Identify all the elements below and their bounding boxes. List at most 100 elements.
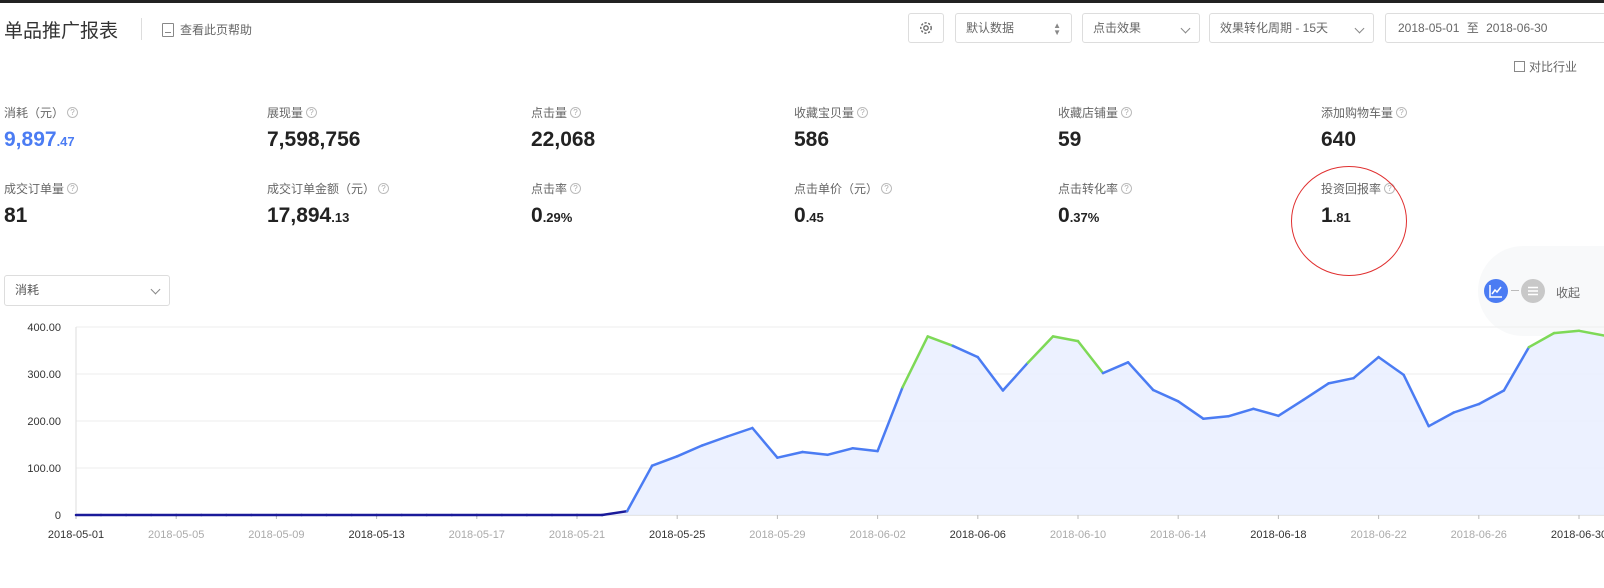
period-select-value: 效果转化周期 - 15天 <box>1220 21 1329 35</box>
series-line-segment <box>951 344 980 359</box>
chevron-down-icon <box>150 284 161 295</box>
help-icon[interactable]: ? <box>1121 107 1133 118</box>
annotation-circle <box>1291 166 1407 276</box>
metric-spend: 消耗（元）? 9,897.47 <box>4 104 79 152</box>
metric-label: 点击率 <box>531 182 568 196</box>
series-line-segment <box>851 447 879 453</box>
help-icon[interactable]: ? <box>857 107 869 118</box>
series-line-segment <box>1101 361 1130 375</box>
settings-button[interactable] <box>908 13 944 43</box>
date-range-picker[interactable]: 2018-05-01 至 2018-06-30 <box>1385 13 1604 43</box>
help-icon[interactable]: ? <box>67 107 79 118</box>
metric-label: 点击单价（元） <box>794 182 879 196</box>
help-icon[interactable]: ? <box>570 183 582 194</box>
chart-metric-value: 消耗 <box>15 283 40 297</box>
help-icon[interactable]: ? <box>1121 183 1133 194</box>
x-tick-label: 2018-06-10 <box>1050 529 1106 541</box>
sort-icon: ▲ ▼ <box>1053 21 1061 37</box>
metric-impressions: 展现量? 7,598,756 <box>267 104 360 152</box>
help-label: 查看此页帮助 <box>180 23 253 37</box>
collapse-link[interactable]: 收起 <box>1556 286 1581 300</box>
metric-value: 0 <box>794 204 806 227</box>
metric-label: 添加购物车量 <box>1321 106 1394 120</box>
metric-item-favorites: 收藏宝贝量? 586 <box>794 104 869 152</box>
metric-value: 0 <box>531 204 543 227</box>
x-tick-label: 2018-06-30 <box>1551 529 1604 541</box>
series-line-segment <box>1126 361 1155 392</box>
help-icon[interactable]: ? <box>570 107 582 118</box>
series-line-segment <box>1527 331 1556 349</box>
area-fill <box>76 330 1604 515</box>
series-line-segment <box>926 335 955 348</box>
help-icon[interactable]: ? <box>1396 107 1408 118</box>
series-line-segment <box>801 450 829 457</box>
series-line-segment <box>675 444 704 458</box>
help-icon[interactable]: ? <box>67 183 79 194</box>
view-switch-divider <box>1511 290 1519 291</box>
series-line-segment <box>1352 355 1380 380</box>
data-select-value: 默认数据 <box>966 21 1015 35</box>
x-tick-label: 2018-05-05 <box>148 529 204 541</box>
compare-industry-toggle[interactable]: 对比行业 <box>1514 58 1577 75</box>
help-icon[interactable]: ? <box>306 107 318 118</box>
metric-value: 22,068 <box>531 128 596 151</box>
metric-cpc: 点击单价（元）? 0.45 <box>794 180 893 228</box>
series-line-segment <box>1227 407 1255 418</box>
help-icon[interactable]: ? <box>881 183 893 194</box>
series-line-segment <box>1026 335 1055 364</box>
metric-decimal: .29% <box>542 210 573 225</box>
data-select[interactable]: 默认数据 ▲ ▼ <box>955 13 1072 43</box>
metric-add-to-cart: 添加购物车量? 640 <box>1321 104 1408 152</box>
x-tick-label: 2018-05-21 <box>549 529 605 541</box>
metric-value: 0 <box>1058 204 1070 227</box>
series-line-segment <box>1302 382 1330 402</box>
series-line-segment <box>1477 389 1506 406</box>
metric-decimal: .47 <box>56 134 75 149</box>
metric-decimal: .37% <box>1069 210 1100 225</box>
chevron-down-icon <box>1180 23 1191 34</box>
metric-shop-favorites: 收藏店铺量? 59 <box>1058 104 1133 152</box>
metric-label: 点击量 <box>531 106 568 120</box>
x-tick-label: 2018-06-02 <box>849 529 905 541</box>
chart-view-button[interactable] <box>1484 279 1508 303</box>
help-link[interactable]: 查看此页帮助 <box>162 21 252 38</box>
metric-conversion-rate: 点击转化率? 0.37% <box>1058 180 1133 228</box>
series-line-segment <box>1402 373 1430 428</box>
x-tick-label: 2018-06-18 <box>1250 529 1306 541</box>
metric-value: 9,897 <box>4 128 57 151</box>
series-line-segment <box>876 385 904 453</box>
x-tick-label: 2018-05-13 <box>348 529 404 541</box>
compare-checkbox[interactable] <box>1514 61 1525 72</box>
series-line-segment <box>1076 339 1105 375</box>
date-separator: 至 <box>1466 21 1479 35</box>
metric-value: 640 <box>1321 128 1357 151</box>
series-line-segment <box>726 426 754 438</box>
metric-label: 收藏店铺量 <box>1058 106 1119 120</box>
list-view-button[interactable] <box>1521 279 1545 303</box>
series-line-segment <box>1252 407 1280 418</box>
series-line-segment <box>776 450 804 459</box>
metric-ctr: 点击率? 0.29% <box>531 180 582 228</box>
top-border <box>0 0 1604 3</box>
period-select[interactable]: 效果转化周期 - 15天 <box>1209 13 1374 43</box>
chart-metric-select[interactable]: 消耗 <box>4 275 170 306</box>
series-line-segment <box>1176 400 1205 420</box>
series-line-segment <box>1151 388 1180 403</box>
chevron-down-icon <box>1354 23 1365 34</box>
metric-label: 展现量 <box>267 106 304 120</box>
page-title: 单品推广报表 <box>4 21 119 42</box>
metric-value: 81 <box>4 204 28 227</box>
effect-select[interactable]: 点击效果 <box>1082 13 1200 43</box>
series-line-segment <box>1377 355 1405 377</box>
series-line-segment <box>1427 411 1456 428</box>
x-tick-label: 2018-06-26 <box>1451 529 1507 541</box>
help-icon[interactable]: ? <box>378 183 390 194</box>
metric-label: 成交订单金额（元） <box>267 182 376 196</box>
series-line-segment <box>751 426 779 459</box>
metric-value: 59 <box>1058 128 1082 151</box>
series-line-segment <box>976 355 1005 392</box>
line-chart-icon <box>1489 285 1502 298</box>
series-line-segment <box>1502 345 1531 392</box>
x-tick-label: 2018-05-17 <box>449 529 505 541</box>
series-line-segment <box>1001 361 1030 392</box>
